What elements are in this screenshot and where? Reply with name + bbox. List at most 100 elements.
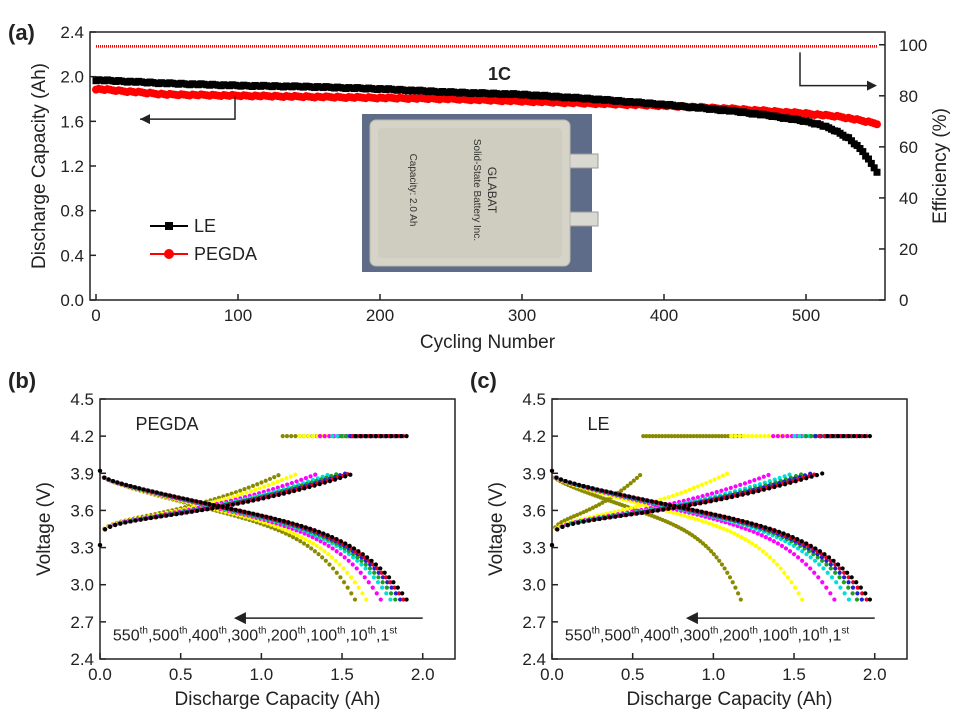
- discharge-point: [185, 497, 190, 502]
- charge-point: [740, 492, 745, 497]
- discharge-point: [334, 549, 339, 554]
- charge-point: [256, 497, 261, 502]
- charge-point: [266, 482, 271, 488]
- battery-tab-bottom: [565, 211, 599, 227]
- charge-point: [590, 505, 596, 510]
- discharge-point: [380, 580, 385, 585]
- discharge-point: [795, 555, 801, 560]
- discharge-point: [558, 477, 564, 482]
- charge-point: [353, 434, 358, 439]
- discharge-point: [690, 507, 695, 512]
- charge-point: [289, 480, 294, 486]
- discharge-point: [375, 580, 381, 585]
- discharge-point: [804, 552, 809, 557]
- discharge-point: [277, 517, 282, 523]
- discharge-point: [380, 575, 386, 580]
- discharge-point: [305, 543, 310, 548]
- charge-point: [338, 475, 343, 481]
- panel-c-electrolyte-label: LE: [588, 414, 610, 434]
- charge-point: [330, 434, 335, 439]
- charge-point: [233, 490, 239, 495]
- x-tick-label: 400: [650, 306, 678, 325]
- charge-point: [704, 434, 709, 439]
- cycle-number: 100: [310, 627, 337, 644]
- discharge-point: [846, 597, 852, 602]
- discharge-point: [572, 481, 577, 486]
- discharge-point: [338, 552, 343, 557]
- discharge-point: [372, 570, 377, 575]
- x-tick-label: 1.5: [330, 665, 354, 684]
- charge-point: [251, 498, 256, 503]
- y-tick-label: 3.9: [70, 464, 94, 483]
- cycle-suffix: th: [179, 625, 187, 636]
- discharge-point: [290, 521, 295, 526]
- cycle-suffix: th: [750, 625, 758, 636]
- discharge-point: [842, 575, 847, 580]
- discharge-point: [754, 522, 759, 527]
- charge-point: [813, 434, 818, 439]
- discharge-point: [318, 539, 323, 544]
- charge-point: [593, 504, 599, 509]
- discharge-point: [322, 541, 327, 546]
- charge-point: [250, 483, 256, 489]
- charge-point: [587, 507, 592, 512]
- charge-point: [118, 521, 123, 526]
- y-tick-label: 0.4: [60, 246, 84, 265]
- x-tick-label: 0.0: [88, 665, 112, 684]
- charge-point: [226, 495, 231, 501]
- discharge-point: [755, 531, 760, 536]
- left-axis-arrowhead: [140, 114, 150, 125]
- charge-point: [293, 434, 298, 439]
- discharge-point: [846, 580, 851, 585]
- discharge-point: [706, 546, 711, 551]
- discharge-point: [674, 511, 680, 516]
- discharge-point: [568, 480, 573, 485]
- charge-point: [613, 514, 618, 519]
- data-point: [873, 168, 881, 176]
- charge-point: [797, 434, 802, 439]
- discharge-point: [837, 566, 842, 571]
- charge-point: [634, 511, 639, 516]
- charge-point: [271, 493, 276, 499]
- charge-point: [619, 488, 624, 493]
- discharge-point: [828, 566, 833, 571]
- cycle-suffix: th: [631, 625, 639, 636]
- discharge-point: [401, 597, 406, 602]
- charge-point: [745, 434, 751, 439]
- discharge-point: [299, 523, 304, 529]
- discharge-point: [800, 597, 805, 602]
- discharge-point: [301, 541, 307, 546]
- discharge-point: [838, 585, 843, 590]
- charge-point: [565, 516, 570, 522]
- discharge-point: [842, 570, 847, 575]
- charge-point: [384, 434, 389, 439]
- right-axis-arrow: [799, 52, 875, 87]
- charge-point: [804, 476, 809, 481]
- charge-point: [586, 518, 592, 523]
- panel-c-cycle-order: 550th,500th,400th,300th,200th,100th,10th…: [565, 625, 850, 644]
- rate-annotation: 1C: [488, 64, 511, 84]
- charge-point: [666, 434, 671, 439]
- charge-point: [322, 434, 327, 439]
- charge-point: [210, 506, 215, 511]
- discharge-point: [742, 536, 748, 542]
- cycle-separator: ,: [679, 627, 683, 644]
- discharge-point: [330, 546, 335, 551]
- discharge-point: [800, 549, 805, 554]
- discharge-point: [759, 533, 764, 538]
- discharge-point: [859, 597, 864, 602]
- charge-point: [286, 490, 292, 495]
- charge-point: [862, 434, 867, 439]
- charge-point: [758, 434, 763, 439]
- discharge-point: [400, 591, 405, 596]
- discharge-point: [359, 562, 364, 567]
- charge-point: [581, 519, 586, 524]
- discharge-point: [359, 558, 364, 563]
- discharge-point: [711, 552, 716, 557]
- y-tick-label: 1.2: [60, 157, 84, 176]
- charge-point: [284, 434, 290, 439]
- charge-point: [714, 498, 719, 503]
- discharge-point: [795, 536, 800, 542]
- discharge-point: [308, 526, 313, 531]
- discharge-point: [194, 499, 199, 504]
